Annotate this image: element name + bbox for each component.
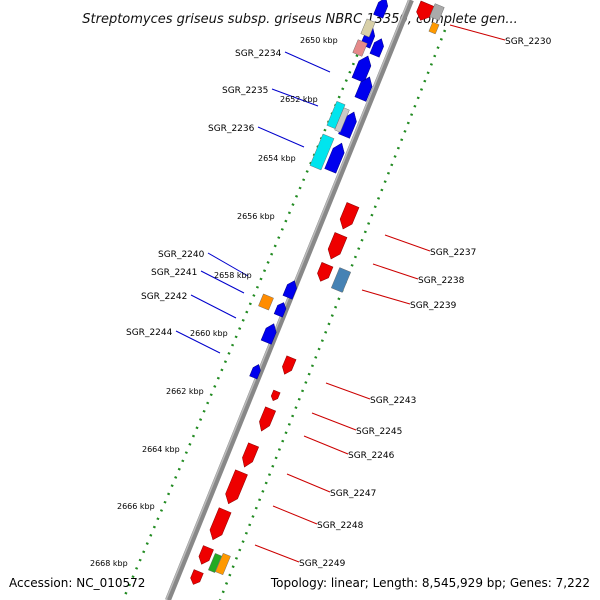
- kbp-tick-label: 2668 kbp: [90, 559, 128, 568]
- kbp-tick-label: 2654 kbp: [258, 154, 296, 163]
- forward-gene-label: SGR_2234: [235, 49, 282, 59]
- kbp-tick-label: 2662 kbp: [166, 387, 204, 396]
- forward-gene-arrow: [369, 38, 384, 58]
- reverse-gene-arrow: [198, 545, 214, 565]
- reverse-label-leader: [254, 544, 300, 563]
- feature-block: [309, 133, 335, 171]
- reverse-label-leader: [361, 289, 411, 305]
- forward-label-leader: [200, 270, 245, 294]
- reverse-label-leader: [372, 263, 419, 280]
- genome-backbone: [165, 0, 414, 600]
- map-title: Streptomyces griseus subsp. griseus NBRC…: [82, 12, 517, 27]
- reverse-gene-label: SGR_2237: [430, 248, 476, 258]
- reverse-gene-arrow: [270, 389, 281, 401]
- kbp-tick-label: 2656 kbp: [237, 212, 275, 221]
- forward-label-leader: [271, 88, 319, 107]
- forward-gene-label: SGR_2240: [158, 250, 205, 260]
- leader-lines-layer: [175, 24, 506, 563]
- accession-label: Accession: NC_010572: [9, 576, 145, 590]
- reverse-gene-arrow: [242, 442, 260, 468]
- reverse-tick-rail: [218, 29, 447, 600]
- reverse-gene-arrow: [282, 355, 297, 375]
- forward-gene-arrow: [273, 302, 287, 318]
- kbp-tick-label: 2666 kbp: [117, 502, 155, 511]
- reverse-gene-arrow: [209, 507, 232, 541]
- forward-gene-arrow: [351, 55, 372, 83]
- forward-gene-arrow: [324, 142, 345, 174]
- feature-block: [330, 267, 352, 293]
- kbp-labels-layer: 2650 kbp 2652 kbp 2654 kbp 2656 kbp 2658 kbp…: [90, 36, 338, 568]
- forward-label-leader: [284, 51, 331, 73]
- kbp-tick-label: 2652 kbp: [280, 95, 318, 104]
- forward-gene-arrow: [354, 76, 373, 102]
- forward-gene-arrow: [260, 323, 277, 345]
- reverse-gene-label: SGR_2243: [370, 396, 416, 406]
- reverse-label-leader: [325, 382, 371, 400]
- forward-gene-label: SGR_2244: [126, 328, 173, 338]
- kbp-tick-label: 2650 kbp: [300, 36, 338, 45]
- reverse-label-leader: [286, 473, 331, 493]
- reverse-gene-label: SGR_2248: [317, 521, 364, 531]
- reverse-gene-label: SGR_2230: [505, 37, 552, 47]
- forward-gene-arrow: [249, 364, 261, 380]
- feature-block: [429, 3, 445, 21]
- feature-block: [352, 39, 368, 57]
- forward-gene-label: SGR_2235: [222, 86, 268, 96]
- reverse-gene-label: SGR_2245: [356, 427, 402, 437]
- feature-block: [334, 107, 350, 133]
- reverse-gene-label: SGR_2246: [348, 451, 395, 461]
- reverse-gene-arrow: [327, 232, 348, 260]
- forward-gene-label: SGR_2242: [141, 292, 187, 302]
- reverse-gene-arrow: [339, 202, 360, 230]
- reverse-gene-label: SGR_2247: [330, 489, 376, 499]
- reverse-label-leader: [303, 435, 349, 455]
- kbp-tick-label: 2660 kbp: [190, 329, 228, 338]
- feature-block: [208, 553, 222, 573]
- kbp-tick-label: 2658 kbp: [214, 271, 252, 280]
- reverse-gene-label: SGR_2238: [418, 276, 465, 286]
- reverse-label-leader: [449, 24, 506, 41]
- reverse-label-leader: [272, 505, 318, 525]
- forward-gene-label: SGR_2241: [151, 268, 197, 278]
- forward-gene-arrow: [282, 280, 297, 300]
- forward-label-leader: [175, 330, 221, 354]
- forward-label-leader: [207, 252, 249, 277]
- reverse-gene-arrow: [225, 469, 248, 505]
- forward-gene-arrow: [373, 0, 389, 19]
- genome-backbone-highlight: [165, 0, 410, 600]
- genome-summary: Topology: linear; Length: 8,545,929 bp; …: [270, 576, 590, 590]
- feature-block: [360, 18, 376, 38]
- reverse-gene-arrow: [317, 262, 334, 282]
- reverse-gene-label: SGR_2249: [299, 559, 346, 569]
- feature-block: [258, 293, 274, 311]
- gene-labels-layer: SGR_2234 SGR_2235 SGR_2236 SGR_2240 SGR_2241…: [126, 37, 552, 569]
- reverse-gene-label: SGR_2239: [410, 301, 457, 311]
- forward-label-leader: [190, 294, 237, 319]
- reverse-label-leader: [311, 412, 357, 431]
- kbp-tick-label: 2664 kbp: [142, 445, 180, 454]
- forward-label-leader: [257, 126, 305, 148]
- feature-block: [428, 21, 440, 35]
- reverse-gene-arrow: [190, 569, 204, 585]
- reverse-label-leader: [384, 234, 431, 252]
- reverse-gene-arrow: [259, 406, 277, 432]
- genes-layer: [190, 0, 445, 585]
- feature-block: [215, 552, 231, 576]
- forward-gene-label: SGR_2236: [208, 124, 255, 134]
